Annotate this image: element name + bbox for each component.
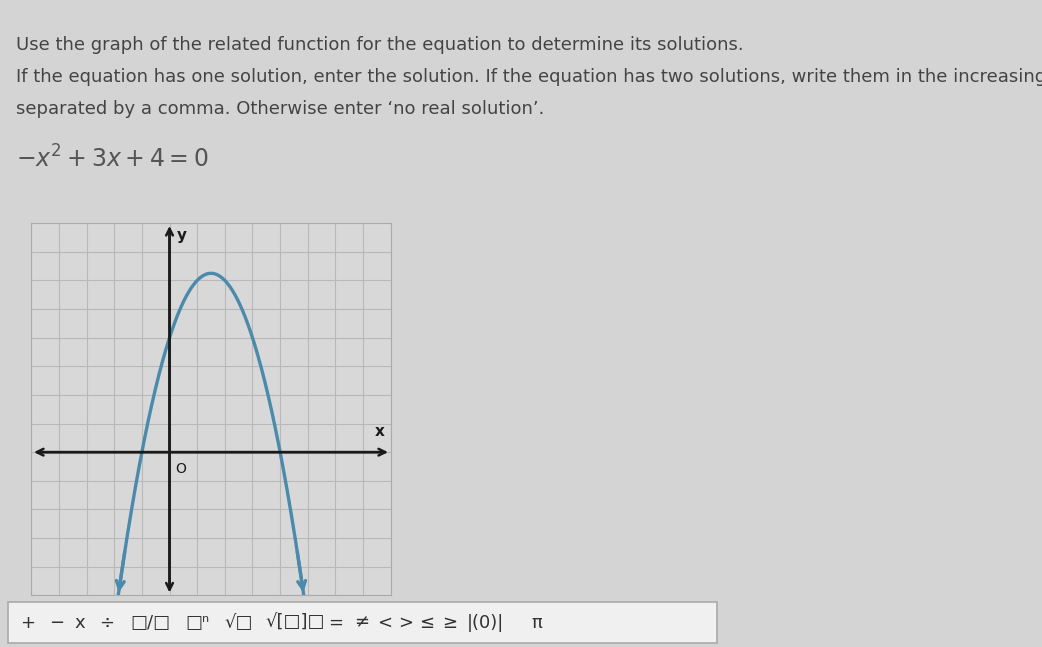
Text: −: − xyxy=(50,614,71,631)
Text: ≥: ≥ xyxy=(442,614,457,631)
Text: $-x^2 + 3x + 4 = 0$: $-x^2 + 3x + 4 = 0$ xyxy=(16,146,208,173)
Text: √[□]□: √[□]□ xyxy=(266,614,325,631)
Text: =: = xyxy=(328,614,343,631)
Text: y: y xyxy=(176,228,187,243)
Text: ≠: ≠ xyxy=(354,614,370,631)
Text: π: π xyxy=(531,614,542,631)
Text: □ⁿ: □ⁿ xyxy=(185,614,209,631)
Text: x: x xyxy=(75,614,92,631)
Text: >: > xyxy=(398,614,413,631)
Text: x: x xyxy=(375,424,384,439)
Text: separated by a comma. Otherwise enter ‘no real solution’.: separated by a comma. Otherwise enter ‘n… xyxy=(16,100,544,118)
Text: ÷: ÷ xyxy=(100,614,121,631)
Text: +: + xyxy=(21,614,42,631)
Text: If the equation has one solution, enter the solution. If the equation has two so: If the equation has one solution, enter … xyxy=(16,68,1042,86)
Text: √□: √□ xyxy=(224,614,252,631)
Text: |(0)|: |(0)| xyxy=(467,614,504,631)
Text: Use the graph of the related function for the equation to determine its solution: Use the graph of the related function fo… xyxy=(16,36,743,54)
Text: <: < xyxy=(377,614,392,631)
Text: O: O xyxy=(176,462,187,476)
Text: ≤: ≤ xyxy=(419,614,435,631)
FancyBboxPatch shape xyxy=(8,602,717,643)
Text: □/□: □/□ xyxy=(130,614,171,631)
